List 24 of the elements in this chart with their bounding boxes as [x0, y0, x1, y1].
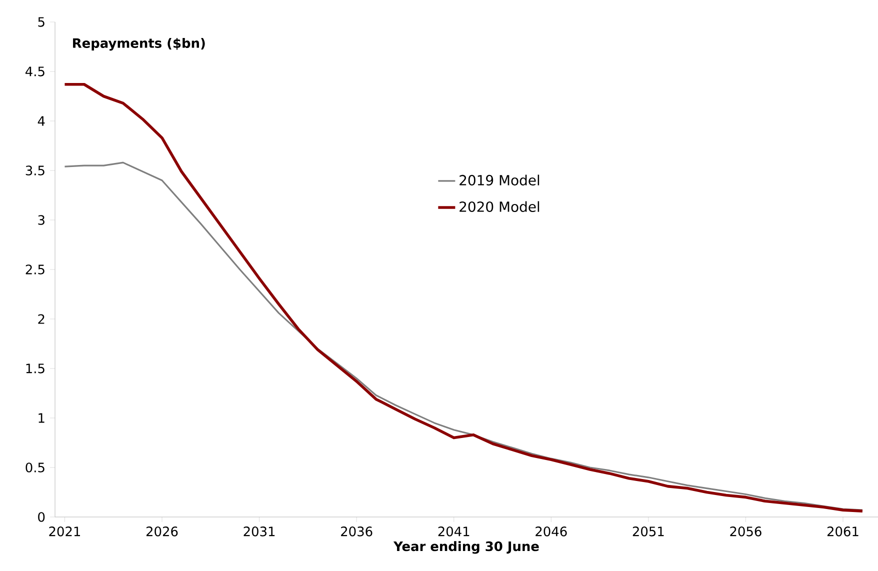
y-tick-label: 0: [38, 512, 45, 522]
x-tick-label: 2031: [244, 526, 275, 536]
y-tick-label: 3.5: [26, 166, 44, 176]
x-tick-label: 2046: [536, 526, 567, 536]
y-tick-label: 2.5: [26, 264, 44, 274]
legend-label: 2020 Model: [460, 201, 540, 212]
x-tick-label: 2056: [730, 526, 762, 536]
y-tick-label: 3: [38, 215, 44, 225]
legend-label: 2019 Model: [460, 174, 540, 186]
x-tick-label: 2061: [827, 526, 858, 536]
y-axis-title: Repayments ($bn): [73, 38, 205, 51]
y-tick-label: 4.5: [26, 66, 44, 76]
x-tick-label: 2051: [632, 526, 664, 536]
y-tick-label: 0.5: [26, 462, 44, 472]
x-tick-label: 2041: [438, 526, 470, 536]
x-tick-label: 2026: [146, 526, 178, 536]
x-tick-label: 2021: [49, 526, 80, 536]
y-tick-label: 5: [38, 17, 44, 27]
y-tick-label: 1: [38, 413, 44, 423]
x-axis-title: Year ending 30 June: [393, 541, 539, 554]
y-tick-label: 4: [38, 116, 45, 126]
x-tick-label: 2036: [341, 526, 372, 536]
y-tick-label: 2: [38, 314, 44, 324]
y-tick-label: 1.5: [26, 364, 44, 374]
